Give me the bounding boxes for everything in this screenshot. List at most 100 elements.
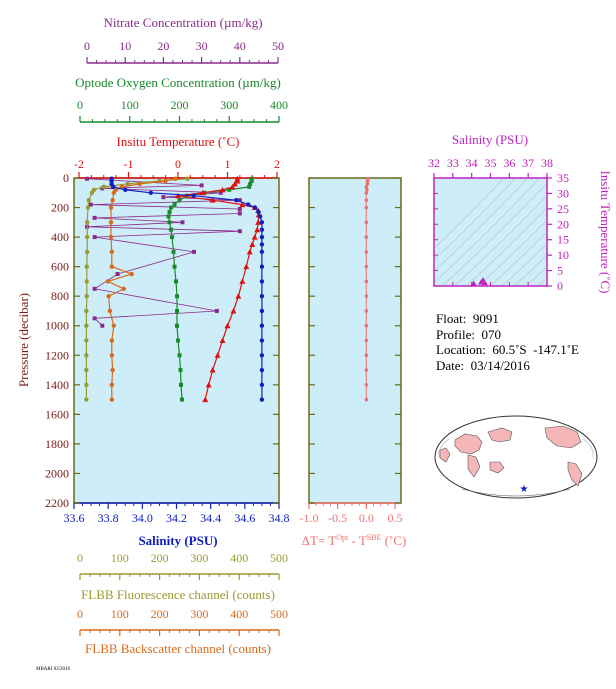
delta-t-axis-title: ΔT= TOpt - TSBE (˚C) bbox=[302, 533, 407, 548]
series-oxygen bbox=[166, 176, 254, 402]
ts-salinity-tick-label: 33 bbox=[447, 156, 459, 170]
backscatter-point bbox=[173, 176, 178, 181]
oxygen-point bbox=[247, 184, 252, 189]
fluorescence-point bbox=[84, 382, 89, 388]
ts-salinity-tick-label: 35 bbox=[485, 156, 497, 170]
oxygen-point bbox=[178, 368, 183, 373]
float-id: Float: 9091 bbox=[436, 311, 499, 326]
oxygen-tick-label: 300 bbox=[220, 98, 238, 112]
temperature-point bbox=[219, 186, 226, 193]
temperature-tick-label: -1 bbox=[124, 157, 134, 171]
backscatter-point bbox=[109, 249, 115, 255]
oxygen-point bbox=[170, 235, 175, 240]
salinity-point bbox=[234, 197, 239, 203]
delta-t-point bbox=[364, 323, 369, 328]
nitrate-point bbox=[100, 323, 105, 328]
oxygen-point bbox=[172, 264, 177, 269]
temperature-tick-label: 1 bbox=[225, 157, 231, 171]
nitrate-line bbox=[86, 178, 241, 326]
nitrate-tick-label: 30 bbox=[196, 39, 208, 53]
delta-t-point bbox=[364, 235, 369, 239]
fluorescence-tick-label: 500 bbox=[270, 551, 288, 565]
oxygen-point bbox=[179, 397, 184, 402]
backscatter-point bbox=[108, 220, 114, 225]
fluorescence-point bbox=[84, 323, 89, 328]
temperature-point bbox=[243, 263, 250, 270]
oxygen-line bbox=[167, 178, 253, 400]
backscatter-point bbox=[121, 286, 126, 291]
salinity-point bbox=[259, 323, 265, 328]
temperature-point bbox=[239, 278, 246, 284]
fluorescence-point bbox=[84, 234, 90, 240]
backscatter-tick-label: 500 bbox=[270, 607, 288, 621]
backscatter-point bbox=[110, 367, 115, 373]
salinity-point bbox=[246, 202, 251, 207]
axes: 0 10 20 30 40 500 100 200 300 400-2 -1 0 1 233.6 33.8 3… bbox=[45, 39, 569, 636]
oxygen-point bbox=[248, 181, 253, 186]
backscatter-point bbox=[106, 293, 111, 299]
salinity-point bbox=[258, 214, 263, 219]
fluorescence-point bbox=[85, 205, 91, 210]
nitrate-point bbox=[92, 286, 97, 291]
salinity-point bbox=[259, 264, 265, 269]
oxygen-point bbox=[171, 249, 176, 254]
salinity-point bbox=[259, 220, 265, 225]
oxygen-tick-label: 200 bbox=[171, 98, 189, 112]
oxygen-point bbox=[167, 209, 172, 214]
series-backscatter bbox=[105, 176, 178, 402]
pressure-tick-label: 1800 bbox=[45, 437, 69, 451]
salinity-point bbox=[259, 279, 265, 284]
temperature-tick-label: 0 bbox=[175, 157, 181, 171]
backscatter-point bbox=[109, 264, 115, 269]
fluorescence-point bbox=[84, 220, 90, 225]
backscatter-point bbox=[129, 271, 134, 277]
fluorescence-point bbox=[89, 190, 95, 195]
temperature-point bbox=[249, 241, 256, 247]
fluorescence-point bbox=[84, 397, 89, 402]
nitrate-point bbox=[214, 308, 219, 313]
delta-t-panel bbox=[308, 177, 402, 504]
oxygen-point bbox=[175, 308, 180, 313]
temperature-point bbox=[231, 180, 238, 187]
backscatter-point bbox=[110, 197, 115, 203]
salinity-tick-label: 33.6 bbox=[64, 511, 85, 525]
salinity-point bbox=[148, 190, 154, 195]
fluorescence-point bbox=[86, 197, 91, 203]
pressure-tick-label: 1000 bbox=[45, 319, 69, 333]
temperature-point bbox=[224, 322, 231, 329]
delta-t-point bbox=[365, 188, 369, 192]
backscatter-point bbox=[111, 190, 117, 195]
ts-salinity-tick-label: 36 bbox=[503, 156, 515, 170]
delta-t-point bbox=[364, 383, 369, 387]
delta-t-point bbox=[364, 185, 369, 189]
nitrate-point bbox=[92, 235, 97, 240]
nitrate-axis: 0 10 20 30 40 50 bbox=[84, 39, 284, 64]
salinity-axis: 33.6 33.8 34.0 34.2 34.4 34.6 34.8 bbox=[64, 502, 290, 525]
delta-t-point bbox=[365, 182, 370, 186]
ts-temperature-tick-label: 15 bbox=[557, 233, 569, 247]
backscatter-point bbox=[107, 308, 113, 314]
delta-t-point bbox=[364, 368, 369, 372]
delta-t-point bbox=[364, 220, 369, 225]
salinity-point bbox=[259, 367, 265, 373]
fluorescence-point bbox=[84, 367, 89, 373]
salinity-tick-label: 33.8 bbox=[98, 511, 119, 525]
nitrate-point bbox=[88, 202, 93, 207]
oxygen-tick-label: 400 bbox=[270, 98, 288, 112]
oxygen-point bbox=[175, 323, 180, 328]
nitrate-tick-label: 0 bbox=[84, 39, 90, 53]
nitrate-axis-title: Nitrate Concentration (µm/kg) bbox=[103, 15, 262, 30]
delta-t-point bbox=[365, 179, 370, 183]
delta-t-point bbox=[364, 264, 369, 269]
series-fluorescence bbox=[84, 176, 190, 402]
salinity-tick-label: 34.2 bbox=[166, 511, 187, 525]
oxygen-point bbox=[249, 176, 254, 181]
salinity-point bbox=[256, 209, 261, 215]
oxygen-point bbox=[177, 353, 182, 358]
ts-temperature-tick-label: 25 bbox=[557, 202, 569, 216]
nitrate-point bbox=[237, 198, 242, 203]
delta-t-tick-label: 0.5 bbox=[388, 511, 403, 525]
backscatter-tick-label: 400 bbox=[230, 607, 248, 621]
series-salinity bbox=[109, 176, 265, 402]
backscatter-tick-label: 300 bbox=[190, 607, 208, 621]
